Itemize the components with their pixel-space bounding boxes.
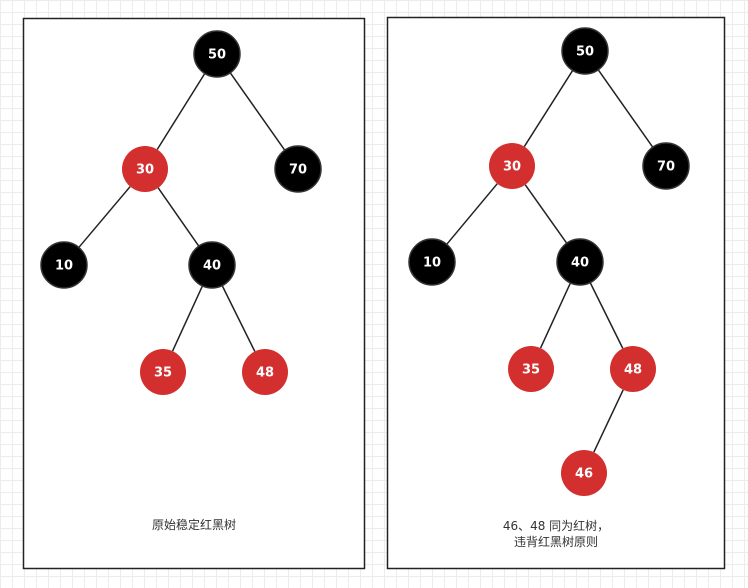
tree-node-48: 48 [610,346,656,392]
node-label: 30 [503,160,521,175]
node-circle [556,238,604,286]
node-label: 35 [154,366,172,381]
node-circle [122,146,168,192]
node-label: 40 [571,256,589,271]
node-circle [489,143,535,189]
caption-line: 原始稳定红黑树 [151,518,236,532]
tree-node-46: 46 [561,450,607,496]
node-circle [40,241,88,289]
tree-edge-48-46 [593,389,624,453]
tree-node-40: 40 [188,241,236,289]
node-label: 48 [256,366,274,381]
tree-node-10: 10 [408,238,456,286]
tree-node-50: 50 [561,27,609,75]
node-label: 40 [203,259,221,274]
node-label: 30 [136,163,154,178]
tree-edge-30-10 [78,186,131,248]
tree-edge-40-48 [589,282,624,349]
node-circle [561,450,607,496]
node-label: 48 [624,363,642,378]
caption-line: 46、48 同为红树， [502,519,610,533]
panel-frame-original [22,17,366,570]
tree-node-35: 35 [140,349,186,395]
tree-node-30: 30 [122,146,168,192]
caption-line: 违背红黑树原则 [513,535,598,549]
tree-node-48: 48 [242,349,288,395]
node-circle [274,145,322,193]
tree-edge-30-10 [446,183,498,245]
tree-edge-40-48 [221,285,256,352]
node-label: 70 [657,160,675,175]
node-circle [188,241,236,289]
caption-original: 原始稳定红黑树 [94,517,294,533]
node-circle [140,349,186,395]
node-circle [193,30,241,78]
tree-node-30: 30 [489,143,535,189]
tree-violation: 50 30 70 10 40 35 48 46 [408,27,690,496]
tree-edge-50-30 [523,70,574,147]
tree-edge-30-40 [157,187,200,247]
tree-node-35: 35 [508,346,554,392]
tree-node-50: 50 [193,30,241,78]
node-circle [408,238,456,286]
tree-node-40: 40 [556,238,604,286]
node-label: 50 [576,45,594,60]
node-circle [561,27,609,75]
tree-edge-40-35 [171,285,204,352]
node-label: 10 [423,256,441,271]
node-label: 10 [55,259,73,274]
tree-edge-30-40 [524,184,568,244]
tree-node-70: 70 [274,145,322,193]
caption-violation: 46、48 同为红树， 违背红黑树原则 [446,518,666,550]
node-circle [642,142,690,190]
tree-node-70: 70 [642,142,690,190]
node-label: 50 [208,48,226,63]
node-circle [242,349,288,395]
tree-edge-50-70 [229,72,286,151]
node-circle [610,346,656,392]
tree-edge-50-30 [156,73,206,150]
tree-edge-40-35 [539,282,572,349]
node-label: 46 [575,467,593,482]
node-circle [508,346,554,392]
tree-node-10: 10 [40,241,88,289]
panel-frame-violation [386,16,726,570]
node-label: 70 [289,163,307,178]
tree-original: 50 30 70 10 40 35 48 [40,30,322,395]
tree-edge-50-70 [597,69,654,148]
node-label: 35 [522,363,540,378]
